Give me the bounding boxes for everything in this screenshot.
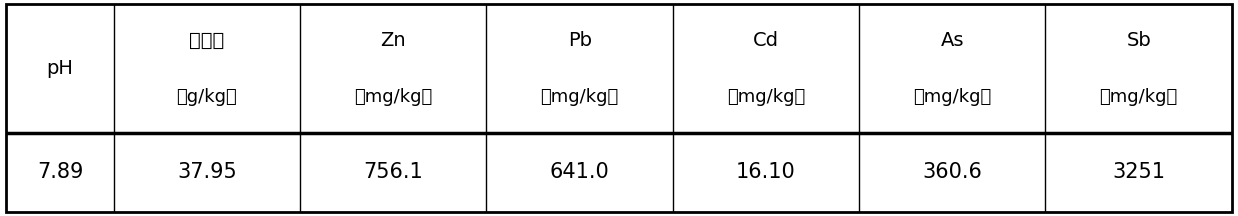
Text: （mg/kg）: （mg/kg） [914,88,992,106]
Text: Cd: Cd [753,31,779,50]
Text: 16.10: 16.10 [737,162,796,182]
Text: 360.6: 360.6 [922,162,982,182]
Text: （mg/kg）: （mg/kg） [1099,88,1177,106]
Text: Zn: Zn [380,31,406,50]
Text: pH: pH [47,59,73,78]
Text: Pb: Pb [568,31,592,50]
Text: Sb: Sb [1127,31,1151,50]
Text: （mg/kg）: （mg/kg） [541,88,619,106]
Text: 7.89: 7.89 [37,162,83,182]
Text: 756.1: 756.1 [364,162,423,182]
Text: 3251: 3251 [1112,162,1165,182]
Text: （mg/kg）: （mg/kg） [354,88,432,106]
Text: （g/kg）: （g/kg） [177,88,238,106]
Text: 有机质: 有机质 [189,31,224,50]
Text: 641.0: 641.0 [550,162,609,182]
Text: As: As [941,31,964,50]
Text: 37.95: 37.95 [177,162,236,182]
Text: （mg/kg）: （mg/kg） [727,88,805,106]
